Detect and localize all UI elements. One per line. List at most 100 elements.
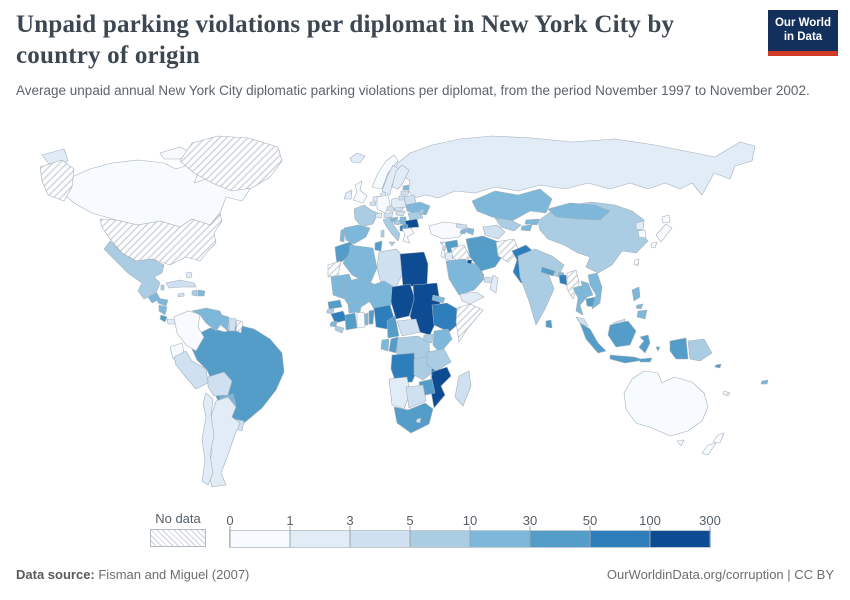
country-cuba[interactable] <box>165 279 197 289</box>
country-new-zealand-north[interactable] <box>712 432 725 444</box>
country-eritrea[interactable] <box>431 294 446 304</box>
country-austria[interactable] <box>383 211 394 219</box>
country-qatar[interactable] <box>479 273 485 280</box>
country-israel[interactable] <box>440 249 446 259</box>
country-taiwan[interactable] <box>633 258 640 267</box>
country-vietnam[interactable] <box>587 272 603 310</box>
country-dominican-republic[interactable] <box>197 289 206 297</box>
country-venezuela[interactable] <box>191 307 225 332</box>
country-spain[interactable] <box>343 224 371 245</box>
country-oman[interactable] <box>489 274 499 294</box>
country-ghana[interactable] <box>356 311 366 329</box>
country-indonesia-borneo[interactable] <box>607 320 637 348</box>
legend-segment-10-30[interactable] <box>470 531 530 547</box>
country-australia[interactable] <box>623 370 709 437</box>
country-indonesia-west-papua[interactable] <box>669 337 689 360</box>
country-japan-honshu[interactable] <box>655 223 673 243</box>
country-madagascar[interactable] <box>454 370 472 407</box>
country-honduras[interactable] <box>156 297 169 307</box>
country-indonesia-sumatra[interactable] <box>579 322 607 354</box>
country-sri-lanka[interactable] <box>545 319 553 329</box>
country-indonesia-maluku[interactable] <box>655 346 661 352</box>
country-fiji[interactable] <box>760 379 769 385</box>
country-solomon-islands[interactable] <box>714 363 722 369</box>
country-philippines-mindanao[interactable] <box>636 309 648 320</box>
legend-segment-3-5[interactable] <box>350 531 410 547</box>
country-somalia[interactable] <box>455 303 484 343</box>
country-finland[interactable] <box>391 164 410 190</box>
country-guyana[interactable] <box>220 314 230 332</box>
country-alaska[interactable] <box>39 159 75 202</box>
country-libya[interactable] <box>376 248 403 288</box>
country-indonesia-lesser-sunda[interactable] <box>639 357 653 363</box>
legend-segment-100-300[interactable] <box>650 531 710 547</box>
country-suriname[interactable] <box>228 317 237 332</box>
country-france[interactable] <box>353 204 379 228</box>
country-colombia[interactable] <box>173 310 205 352</box>
country-japan-kyushu[interactable] <box>650 241 658 249</box>
country-turkmenistan[interactable] <box>482 224 506 240</box>
country-malaysia-peninsula[interactable] <box>575 316 589 327</box>
country-egypt[interactable] <box>399 251 429 288</box>
country-kenya[interactable] <box>432 328 453 354</box>
legend-segment-5-10[interactable] <box>410 531 470 547</box>
country-italy-sardinia[interactable] <box>380 229 385 238</box>
country-south-korea[interactable] <box>637 229 647 239</box>
country-bosnia[interactable] <box>393 219 401 226</box>
country-gabon[interactable] <box>380 338 390 352</box>
country-congo[interactable] <box>388 336 399 354</box>
country-kazakhstan[interactable] <box>471 188 553 222</box>
legend-no-data[interactable]: No data <box>150 511 206 547</box>
owid-logo[interactable]: Our World in Data <box>768 10 838 56</box>
country-ireland[interactable] <box>343 189 353 200</box>
legend-no-data-swatch[interactable] <box>150 529 206 547</box>
country-lesotho[interactable] <box>415 417 422 424</box>
country-mexico[interactable] <box>103 240 165 300</box>
country-tunisia[interactable] <box>374 240 383 252</box>
country-norway[interactable] <box>371 154 399 190</box>
country-tajikistan[interactable] <box>520 224 533 232</box>
country-cameroon[interactable] <box>386 315 400 339</box>
country-angola[interactable] <box>390 352 417 384</box>
country-ukraine[interactable] <box>405 201 431 216</box>
country-portugal[interactable] <box>339 228 346 243</box>
country-costa-rica[interactable] <box>159 314 168 323</box>
legend-segment-1-3[interactable] <box>290 531 350 547</box>
country-new-caledonia[interactable] <box>722 390 731 397</box>
country-yemen[interactable] <box>459 291 485 305</box>
country-kyrgyzstan[interactable] <box>524 218 540 226</box>
country-indonesia-sulawesi[interactable] <box>638 334 651 354</box>
country-lebanon[interactable] <box>441 244 447 251</box>
country-benin[interactable] <box>368 309 375 325</box>
country-united-kingdom[interactable] <box>352 180 368 204</box>
country-belize[interactable] <box>160 284 165 291</box>
country-nicaragua[interactable] <box>158 304 168 316</box>
country-italy-sicily[interactable] <box>388 241 396 247</box>
country-nepal[interactable] <box>540 266 556 277</box>
country-russia[interactable] <box>393 135 756 199</box>
country-latvia[interactable] <box>400 190 410 196</box>
country-uzbekistan[interactable] <box>494 217 522 232</box>
country-romania[interactable] <box>407 211 424 221</box>
country-senegal[interactable] <box>327 299 343 310</box>
country-western-sahara[interactable] <box>327 260 342 278</box>
country-greenland[interactable] <box>179 135 283 192</box>
country-new-zealand-south[interactable] <box>701 442 717 456</box>
country-australia-tasmania[interactable] <box>676 439 685 447</box>
country-indonesia-java[interactable] <box>609 354 645 364</box>
legend-segment-30-50[interactable] <box>530 531 590 547</box>
legend-segment-50-100[interactable] <box>590 531 650 547</box>
country-india[interactable] <box>517 248 565 326</box>
country-azerbaijan[interactable] <box>465 227 475 236</box>
country-burkina-faso[interactable] <box>347 301 363 314</box>
country-switzerland[interactable] <box>374 212 383 219</box>
country-afghanistan[interactable] <box>495 238 520 263</box>
country-hungary[interactable] <box>395 210 406 217</box>
country-liberia[interactable] <box>334 325 345 334</box>
country-estonia[interactable] <box>402 184 410 191</box>
country-bahamas[interactable] <box>185 271 193 279</box>
country-central-african-republic[interactable] <box>396 318 421 337</box>
country-philippines-luzon[interactable] <box>631 286 641 302</box>
country-togo[interactable] <box>364 312 369 326</box>
country-tanzania[interactable] <box>426 348 452 372</box>
